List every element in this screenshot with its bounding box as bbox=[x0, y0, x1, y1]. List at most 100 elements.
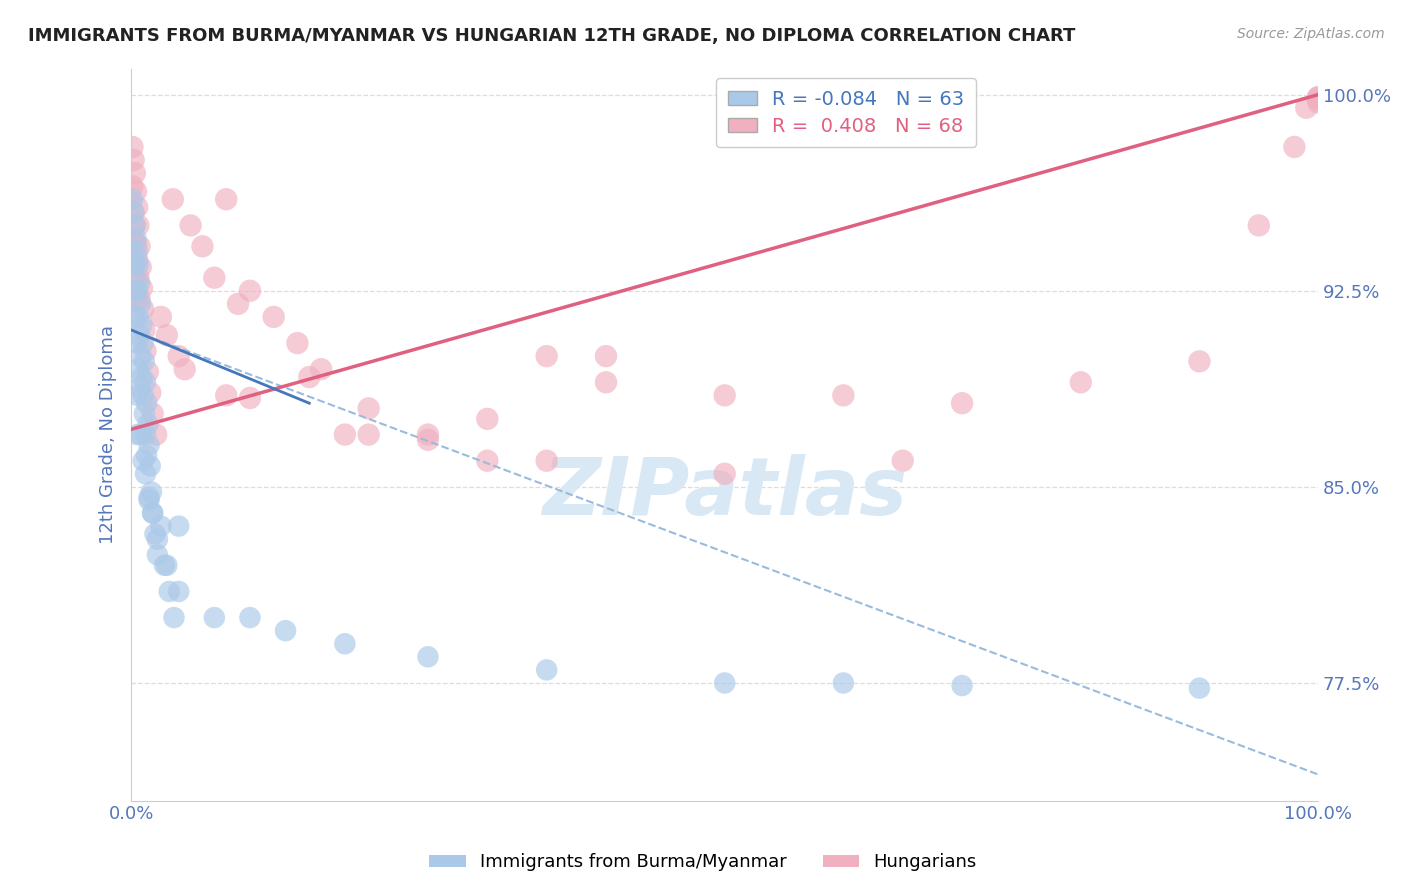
Point bbox=[129, 349, 152, 363]
Point bbox=[141, 485, 163, 500]
Point bbox=[139, 458, 162, 473]
Point bbox=[134, 376, 156, 390]
Point bbox=[129, 260, 152, 275]
Point bbox=[121, 179, 143, 194]
Point bbox=[215, 388, 238, 402]
Point bbox=[167, 584, 190, 599]
Point bbox=[950, 679, 973, 693]
Point bbox=[226, 297, 249, 311]
Point bbox=[131, 370, 153, 384]
Point bbox=[121, 140, 143, 154]
Point bbox=[128, 276, 150, 290]
Point bbox=[124, 270, 146, 285]
Point bbox=[142, 506, 165, 520]
Point bbox=[1247, 219, 1270, 233]
Point bbox=[125, 289, 148, 303]
Point bbox=[125, 231, 148, 245]
Point bbox=[127, 427, 149, 442]
Text: ZIPatlas: ZIPatlas bbox=[543, 454, 907, 533]
Point bbox=[713, 388, 735, 402]
Point bbox=[134, 343, 156, 358]
Point bbox=[536, 663, 558, 677]
Point bbox=[131, 318, 153, 332]
Point bbox=[832, 388, 855, 402]
Point bbox=[156, 558, 179, 573]
Point bbox=[124, 219, 146, 233]
Point bbox=[416, 649, 439, 664]
Point bbox=[950, 396, 973, 410]
Point bbox=[124, 166, 146, 180]
Point bbox=[156, 328, 179, 343]
Point bbox=[127, 219, 149, 233]
Point bbox=[287, 336, 309, 351]
Point bbox=[134, 323, 156, 337]
Point bbox=[134, 427, 156, 442]
Point bbox=[132, 336, 155, 351]
Point bbox=[357, 401, 380, 416]
Y-axis label: 12th Grade, No Diploma: 12th Grade, No Diploma bbox=[100, 325, 117, 544]
Point bbox=[153, 558, 176, 573]
Point bbox=[239, 610, 262, 624]
Point bbox=[127, 252, 149, 267]
Point bbox=[125, 236, 148, 251]
Point bbox=[134, 467, 156, 481]
Point bbox=[127, 244, 149, 259]
Point bbox=[135, 449, 157, 463]
Point bbox=[477, 453, 499, 467]
Point bbox=[128, 239, 150, 253]
Point bbox=[127, 362, 149, 376]
Point bbox=[149, 310, 172, 324]
Point bbox=[477, 412, 499, 426]
Point bbox=[138, 438, 160, 452]
Point bbox=[127, 200, 149, 214]
Point bbox=[142, 407, 165, 421]
Point bbox=[1188, 681, 1211, 696]
Point bbox=[167, 349, 190, 363]
Point bbox=[357, 427, 380, 442]
Point bbox=[146, 532, 169, 546]
Point bbox=[180, 219, 202, 233]
Point bbox=[136, 365, 159, 379]
Point bbox=[536, 349, 558, 363]
Point bbox=[1295, 101, 1317, 115]
Point bbox=[1070, 376, 1092, 390]
Point bbox=[134, 354, 156, 368]
Point bbox=[215, 192, 238, 206]
Legend: Immigrants from Burma/Myanmar, Hungarians: Immigrants from Burma/Myanmar, Hungarian… bbox=[422, 847, 984, 879]
Point bbox=[145, 427, 167, 442]
Point bbox=[162, 192, 184, 206]
Point bbox=[121, 231, 143, 245]
Point bbox=[127, 388, 149, 402]
Point bbox=[128, 292, 150, 306]
Point bbox=[239, 391, 262, 405]
Point bbox=[128, 328, 150, 343]
Point bbox=[333, 427, 356, 442]
Point bbox=[416, 433, 439, 447]
Point bbox=[202, 610, 225, 624]
Point bbox=[125, 185, 148, 199]
Point bbox=[713, 676, 735, 690]
Point bbox=[333, 637, 356, 651]
Point bbox=[122, 258, 145, 272]
Point bbox=[713, 467, 735, 481]
Point bbox=[309, 362, 332, 376]
Point bbox=[142, 506, 165, 520]
Point bbox=[1308, 95, 1330, 110]
Point bbox=[1308, 93, 1330, 107]
Point bbox=[127, 284, 149, 298]
Point bbox=[128, 380, 150, 394]
Point bbox=[124, 219, 146, 233]
Point bbox=[239, 284, 262, 298]
Point bbox=[1308, 90, 1330, 104]
Point bbox=[136, 417, 159, 431]
Point bbox=[298, 370, 321, 384]
Point bbox=[122, 205, 145, 219]
Point bbox=[202, 270, 225, 285]
Point bbox=[124, 310, 146, 324]
Point bbox=[536, 453, 558, 467]
Point bbox=[129, 297, 152, 311]
Legend: R = -0.084   N = 63, R =  0.408   N = 68: R = -0.084 N = 63, R = 0.408 N = 68 bbox=[716, 78, 976, 147]
Point bbox=[127, 310, 149, 324]
Point bbox=[595, 349, 617, 363]
Point bbox=[138, 492, 160, 507]
